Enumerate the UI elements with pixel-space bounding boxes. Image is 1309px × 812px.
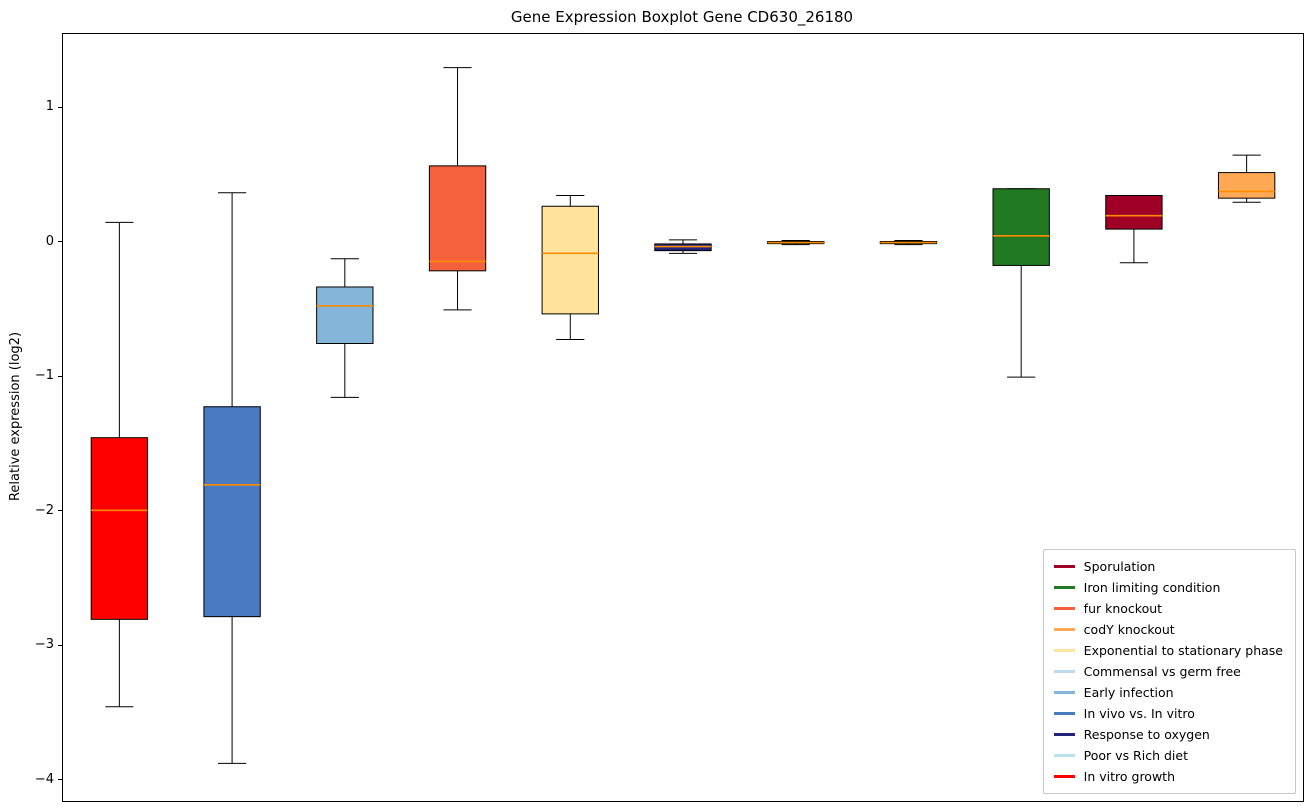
box [1217, 172, 1276, 199]
y-tick-label: −3 [34, 637, 54, 653]
y-axis-label: Relative expression (log2) [8, 331, 24, 502]
y-tick-mark [58, 644, 62, 646]
legend-label: Response to oxygen [1083, 727, 1210, 742]
legend-swatch [1053, 649, 1075, 652]
legend-label: Early infection [1083, 685, 1174, 700]
box [1105, 194, 1163, 230]
legend-item: In vivo vs. In vitro [1053, 703, 1283, 724]
box [992, 188, 1050, 266]
boxplot-svg [90, 67, 1276, 764]
legend-item: Commensal vs germ free [1053, 661, 1283, 682]
legend-item: Sporulation [1053, 556, 1283, 577]
y-tick-mark [58, 375, 62, 377]
legend-label: In vivo vs. In vitro [1083, 706, 1195, 721]
legend-swatch [1053, 586, 1075, 589]
legend-label: fur knockout [1083, 601, 1163, 616]
legend-swatch [1053, 754, 1075, 757]
y-tick-label: 0 [45, 233, 54, 249]
legend-swatch [1053, 607, 1075, 610]
legend-item: fur knockout [1053, 598, 1283, 619]
legend-swatch [1053, 670, 1075, 673]
plot-area [62, 33, 1304, 802]
y-tick-mark [58, 510, 62, 512]
legend-item: In vitro growth [1053, 766, 1283, 787]
legend-item: Poor vs Rich diet [1053, 745, 1283, 766]
box [90, 437, 149, 620]
legend-swatch [1053, 628, 1075, 631]
legend-label: Sporulation [1083, 559, 1156, 574]
legend-label: Iron limiting condition [1083, 580, 1221, 595]
legend-label: Commensal vs germ free [1083, 664, 1241, 679]
legend: Sporulation Iron limiting condition fur kn… [1042, 549, 1296, 794]
legend-item: codY knockout [1053, 619, 1283, 640]
chart-title: Gene Expression Boxplot Gene CD630_26180 [510, 8, 854, 26]
y-tick-label: 1 [45, 99, 54, 114]
box [316, 286, 374, 344]
y-tick-label: −2 [34, 502, 54, 518]
box [428, 165, 487, 272]
y-tick-label: −1 [34, 368, 54, 384]
legend-item: Exponential to stationary phase [1053, 640, 1283, 661]
y-tick-label: −4 [34, 771, 54, 787]
legend-label: codY knockout [1083, 622, 1175, 637]
legend-item: Early infection [1053, 682, 1283, 703]
y-tick-mark [58, 779, 62, 781]
legend-label: Poor vs Rich diet [1083, 748, 1188, 763]
legend-swatch [1053, 565, 1075, 568]
legend-item: Iron limiting condition [1053, 577, 1283, 598]
legend-item: Response to oxygen [1053, 724, 1283, 745]
y-tick-mark [58, 241, 62, 243]
y-tick-mark [58, 106, 62, 108]
legend-swatch [1053, 733, 1075, 736]
legend-label: In vitro growth [1083, 769, 1176, 784]
legend-label: Exponential to stationary phase [1083, 643, 1283, 658]
legend-swatch [1053, 691, 1075, 694]
legend-swatch [1053, 775, 1075, 778]
box [541, 205, 599, 315]
legend-swatch [1053, 712, 1075, 715]
box [203, 406, 261, 618]
